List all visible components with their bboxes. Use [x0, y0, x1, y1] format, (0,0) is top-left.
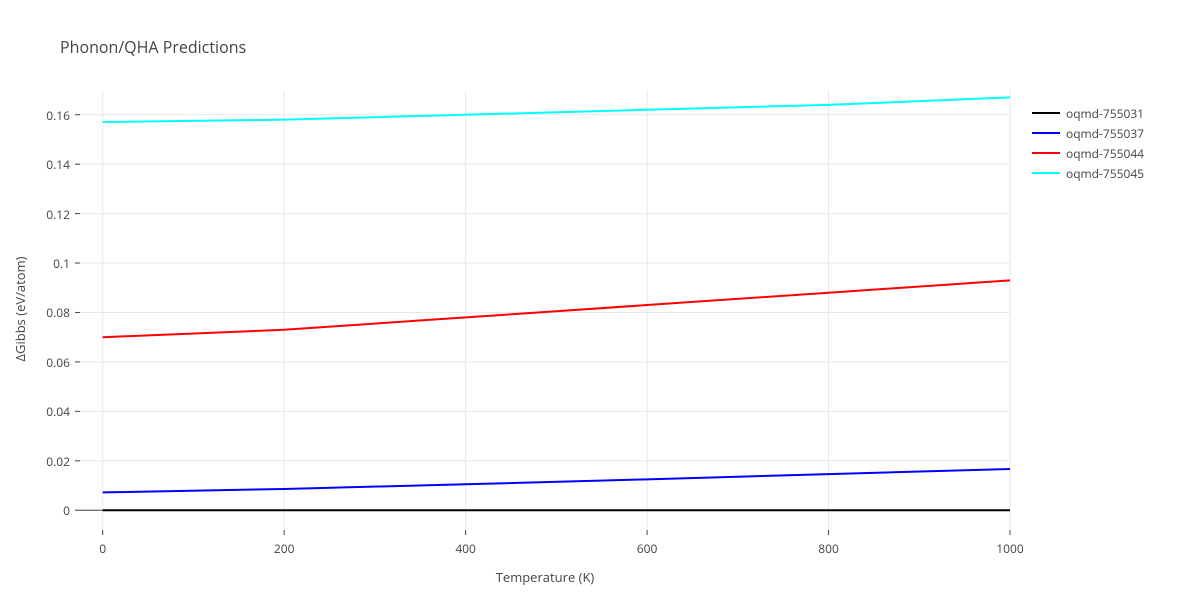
legend: oqmd-755031 oqmd-755037 oqmd-755044 oqmd-75…: [1032, 104, 1144, 184]
legend-swatch: [1032, 172, 1060, 174]
y-tick-label: 0.1: [53, 255, 70, 272]
x-tick-label: 200: [264, 540, 304, 557]
legend-item[interactable]: oqmd-755045: [1032, 164, 1144, 182]
legend-item[interactable]: oqmd-755044: [1032, 144, 1144, 162]
plot-background: [80, 90, 1010, 530]
y-tick-label: 0.12: [46, 206, 70, 223]
y-tick-label: 0: [63, 502, 70, 519]
chart-container: { "chart": { "type": "line", "title": "P…: [0, 0, 1200, 600]
x-axis-label: Temperature (K): [80, 568, 1010, 586]
legend-item[interactable]: oqmd-755031: [1032, 104, 1144, 122]
legend-label: oqmd-755044: [1066, 145, 1144, 162]
x-tick-label: 400: [446, 540, 486, 557]
x-tick-label: 0: [83, 540, 123, 557]
y-axis-label: ΔGibbs (eV/atom): [11, 89, 29, 529]
plot-area: [0, 0, 1200, 600]
y-tick-label: 0.08: [46, 304, 70, 321]
y-tick-label: 0.04: [46, 403, 70, 420]
legend-item[interactable]: oqmd-755037: [1032, 124, 1144, 142]
legend-swatch: [1032, 112, 1060, 114]
legend-swatch: [1032, 152, 1060, 154]
y-tick-label: 0.16: [46, 107, 70, 124]
legend-label: oqmd-755037: [1066, 125, 1144, 142]
x-tick-label: 800: [809, 540, 849, 557]
y-tick-label: 0.14: [46, 156, 70, 173]
x-tick-label: 1000: [990, 540, 1030, 557]
y-tick-label: 0.06: [46, 354, 70, 371]
x-tick-label: 600: [627, 540, 667, 557]
legend-label: oqmd-755045: [1066, 165, 1144, 182]
y-tick-label: 0.02: [46, 453, 70, 470]
legend-swatch: [1032, 132, 1060, 134]
legend-label: oqmd-755031: [1066, 105, 1144, 122]
